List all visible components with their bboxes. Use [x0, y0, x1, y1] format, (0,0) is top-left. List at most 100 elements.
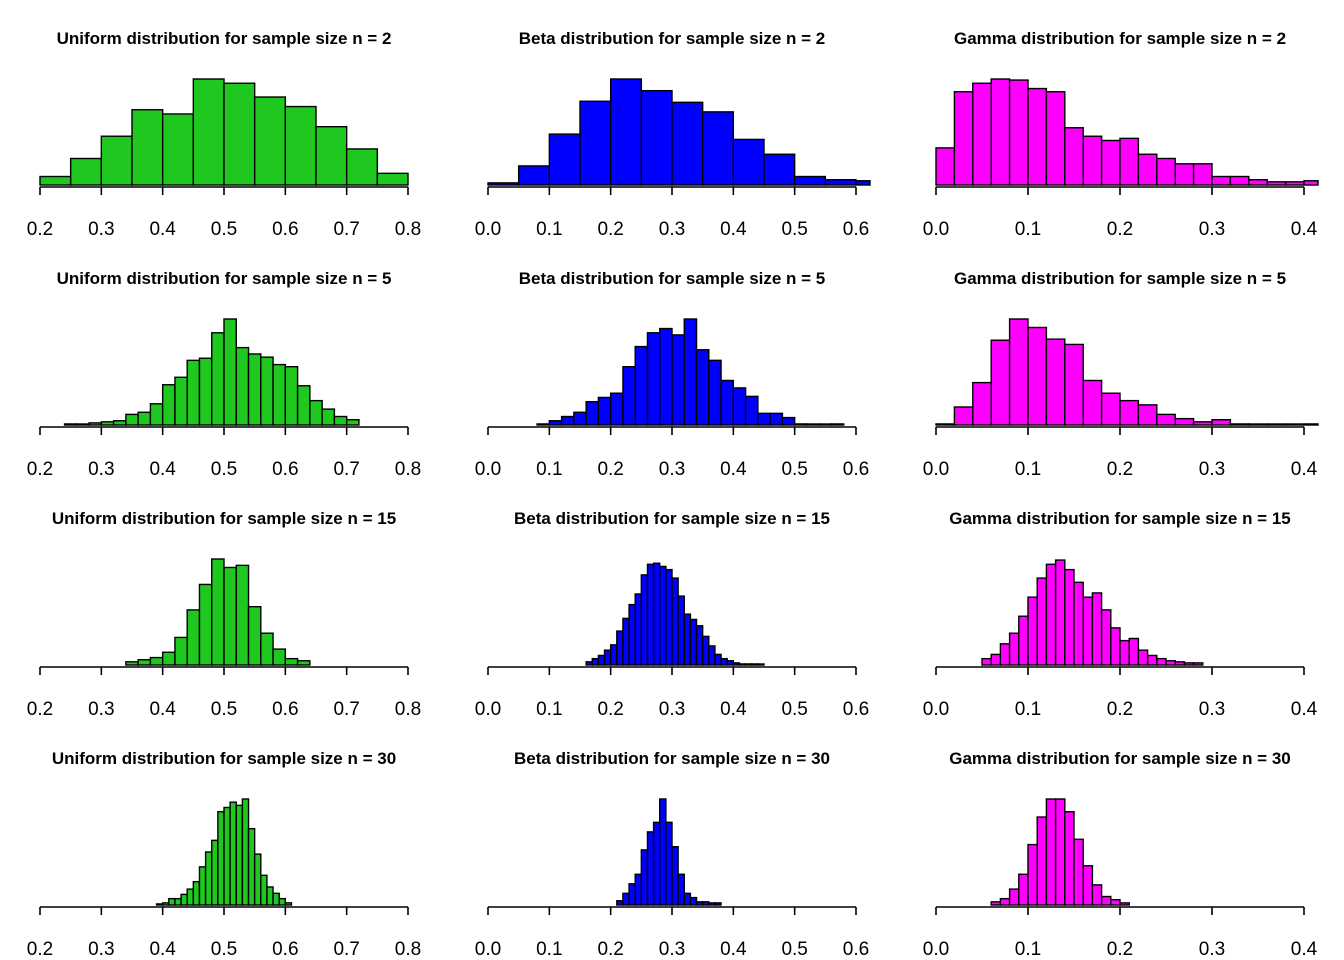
- histogram-bar: [683, 613, 692, 666]
- histogram-bar: [345, 148, 379, 186]
- histogram-bar: [720, 379, 735, 426]
- histogram-bar: [1266, 181, 1287, 186]
- x-tick-label: 0.3: [88, 459, 114, 480]
- panel-title: Beta distribution for sample size n = 15: [514, 509, 830, 528]
- histogram-bar: [999, 897, 1011, 906]
- histogram-bar: [272, 648, 287, 666]
- histogram-bar: [806, 423, 820, 426]
- histogram-bar: [1284, 181, 1305, 186]
- x-tick-label: 0.6: [272, 459, 298, 480]
- histogram-bar: [1091, 592, 1103, 666]
- histogram-bar: [659, 798, 667, 906]
- histogram-bar: [296, 385, 311, 426]
- histogram-bar: [266, 886, 274, 906]
- histogram-bar: [1128, 637, 1140, 666]
- x-tick-label: 0.6: [272, 699, 298, 720]
- x-tick-label: 0.4: [149, 219, 176, 240]
- x-tick-label: 0.7: [333, 459, 359, 480]
- histogram-bar: [284, 105, 317, 186]
- histogram-bar: [247, 606, 262, 666]
- histogram-bar: [260, 356, 274, 426]
- histogram-bar: [732, 138, 765, 186]
- histogram-bar: [659, 565, 667, 666]
- histogram-bar: [174, 376, 188, 426]
- histogram-bar: [701, 635, 710, 666]
- histogram-bar: [63, 423, 78, 426]
- histogram-bar: [174, 636, 188, 666]
- histogram-panel: Uniform distribution for sample size n =…: [27, 29, 421, 240]
- x-tick-label: 0.1: [536, 459, 562, 480]
- histogram-bar: [591, 657, 600, 666]
- x-tick-label: 0.0: [923, 219, 949, 240]
- histogram-bar: [1008, 888, 1020, 906]
- histogram-bar: [634, 345, 649, 426]
- histogram-bar: [517, 165, 551, 186]
- histogram-bar: [76, 423, 90, 426]
- histogram-bar: [646, 332, 661, 426]
- x-tick-label: 0.5: [781, 939, 807, 960]
- histogram-bar: [935, 423, 956, 426]
- histogram-bar: [548, 420, 563, 426]
- histogram-bar: [726, 660, 735, 666]
- histogram-bar: [972, 82, 992, 186]
- histogram-bar: [830, 423, 845, 426]
- panel-title: Beta distribution for sample size n = 30: [514, 749, 830, 768]
- histogram-bar: [634, 873, 643, 906]
- histogram-bar: [131, 109, 164, 186]
- histogram-bar: [744, 395, 759, 426]
- histogram-bar: [953, 91, 974, 186]
- panel-title: Beta distribution for sample size n = 5: [519, 269, 826, 288]
- histogram-bar: [272, 892, 280, 906]
- x-tick-label: 0.0: [923, 699, 949, 720]
- histogram-bar: [39, 175, 72, 186]
- histogram-bar: [536, 423, 551, 426]
- histogram-bar: [603, 649, 612, 666]
- x-tick-label: 0.0: [475, 219, 501, 240]
- histogram-bar: [1008, 318, 1029, 426]
- histogram-bar: [1054, 798, 1066, 906]
- histogram-bar: [714, 653, 722, 666]
- histogram-bar: [1027, 326, 1048, 426]
- histogram-bar: [223, 318, 237, 426]
- histogram-bar: [1082, 596, 1094, 666]
- histogram-bar: [689, 618, 698, 666]
- histogram-bar: [1018, 615, 1029, 666]
- x-tick-label: 0.3: [1199, 459, 1225, 480]
- histogram-bar: [223, 806, 231, 906]
- panel-title: Gamma distribution for sample size n = 2: [954, 29, 1286, 48]
- x-tick-label: 0.0: [475, 459, 501, 480]
- histogram-bar: [211, 332, 225, 426]
- histogram-bar: [548, 133, 581, 186]
- histogram-bar: [990, 339, 1011, 426]
- histogram-bar: [616, 630, 624, 666]
- histogram-bar: [284, 366, 299, 426]
- histogram-bar: [1027, 843, 1038, 906]
- histogram-bar: [708, 645, 716, 666]
- x-tick-label: 0.2: [1107, 459, 1133, 480]
- histogram-bar: [100, 421, 115, 426]
- x-tick-label: 0.4: [1291, 219, 1318, 240]
- x-tick-label: 0.3: [659, 219, 685, 240]
- histogram-bar: [260, 632, 274, 666]
- histogram-bar: [781, 416, 796, 426]
- x-tick-label: 0.8: [395, 699, 421, 720]
- histogram-bar: [333, 415, 348, 426]
- x-tick-label: 0.5: [781, 699, 807, 720]
- histogram-bar: [211, 558, 225, 666]
- histogram-bar: [137, 659, 152, 666]
- histogram-bar: [1073, 838, 1084, 906]
- histogram-bar: [223, 566, 237, 666]
- histogram-bar: [253, 853, 262, 906]
- histogram-bar: [560, 415, 575, 426]
- x-tick-label: 0.1: [1015, 699, 1041, 720]
- histogram-bar: [247, 827, 256, 906]
- x-tick-label: 0.3: [88, 219, 114, 240]
- histogram-bar: [1248, 423, 1268, 426]
- histogram-panel: Gamma distribution for sample size n = 3…: [923, 749, 1318, 960]
- histogram-bar: [972, 381, 992, 426]
- histogram-bar: [708, 902, 716, 906]
- histogram-bar: [652, 562, 661, 666]
- x-tick-label: 0.4: [149, 939, 176, 960]
- histogram-bar: [247, 353, 262, 426]
- histogram-bar: [272, 363, 287, 426]
